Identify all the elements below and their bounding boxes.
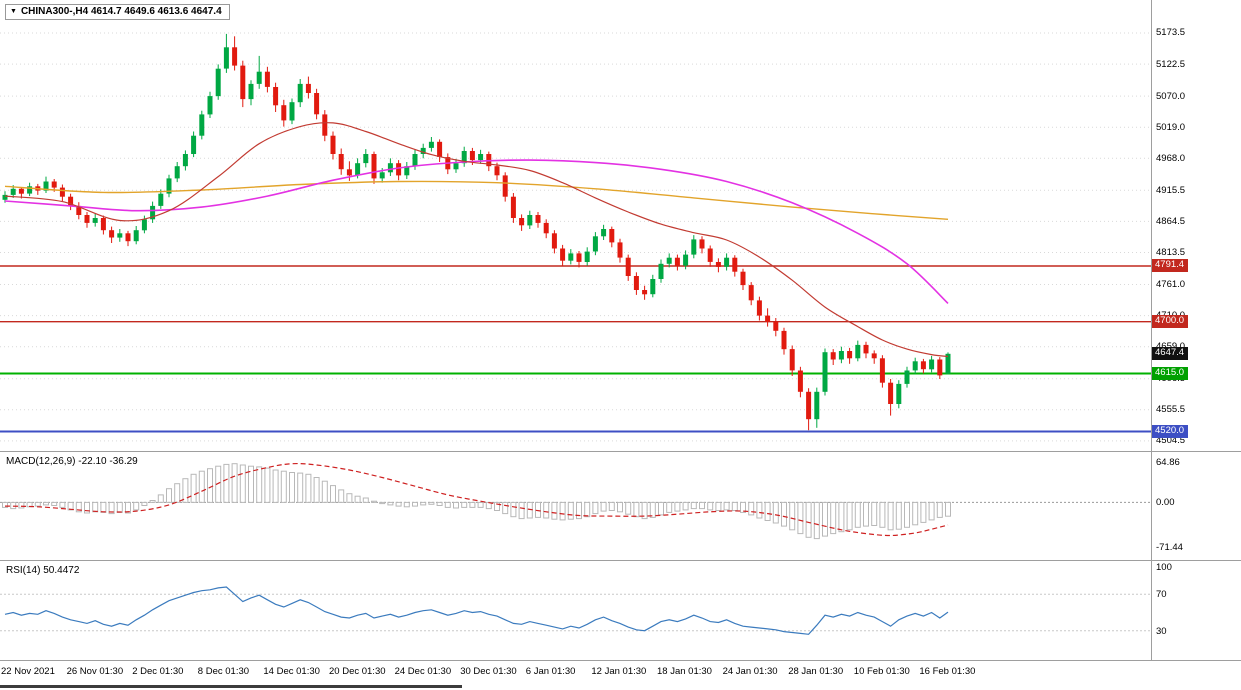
price-scale-label: 5122.5 <box>1156 58 1186 70</box>
macd-scale-label: -71.44 <box>1156 541 1183 553</box>
time-axis-label: 14 Dec 01:30 <box>263 666 320 677</box>
price-scale-label: 4504.5 <box>1156 435 1186 447</box>
price-scale-label: 4555.5 <box>1156 404 1186 416</box>
price-scale-separator <box>1151 0 1152 661</box>
panel-separator-macd-rsi[interactable] <box>0 560 1241 561</box>
price-scale-label: 4864.5 <box>1156 215 1186 227</box>
candles-series <box>2 33 951 431</box>
time-axis-label: 10 Feb 01:30 <box>853 666 910 677</box>
time-axis-label: 22 Nov 2021 <box>1 666 55 677</box>
rsi-scale-label: 30 <box>1156 625 1167 637</box>
rsi-panel-canvas[interactable] <box>0 561 1152 660</box>
rsi-indicator-label: RSI(14) 50.4472 <box>6 565 80 576</box>
price-tag-4791.4: 4791.4 <box>1152 259 1189 273</box>
time-axis-label: 6 Jan 01:30 <box>525 666 576 677</box>
panel-separator-rsi-axis <box>0 660 1241 661</box>
time-axis-label: 8 Dec 01:30 <box>197 666 250 677</box>
price-tag-4647.4: 4647.4 <box>1152 347 1189 361</box>
horizontal-scrollbar[interactable] <box>0 685 462 688</box>
price-tag-4700.0: 4700.0 <box>1152 315 1189 329</box>
price-scale-label: 4761.0 <box>1156 279 1186 290</box>
price-tag-4520.0: 4520.0 <box>1152 424 1189 438</box>
time-axis-label: 12 Jan 01:30 <box>591 666 647 677</box>
time-axis-label: 30 Dec 01:30 <box>460 666 517 677</box>
price-scale-label: 4813.5 <box>1156 247 1186 258</box>
horizontal-price-lines[interactable] <box>0 265 1152 433</box>
ma-mid-magenta <box>4 159 949 304</box>
macd-indicator-label: MACD(12,26,9) -22.10 -36.29 <box>6 456 138 467</box>
price-scale-label: 5019.0 <box>1156 121 1186 133</box>
time-axis-label: 18 Jan 01:30 <box>657 666 712 677</box>
time-axis-label: 26 Nov 01:30 <box>66 666 124 677</box>
rsi-scale-label: 70 <box>1156 589 1167 601</box>
chart-title-box: ▼ CHINA300-,H4 4614.7 4649.6 4613.6 4647… <box>5 4 230 20</box>
ma-slow-orange <box>4 180 949 220</box>
price-scale-label: 4968.0 <box>1156 152 1186 164</box>
time-axis-label: 24 Dec 01:30 <box>394 666 452 677</box>
panel-separator-main-macd[interactable] <box>0 451 1241 452</box>
macd-panel-canvas[interactable] <box>0 452 1152 560</box>
price-scale-label: 4659.0 <box>1156 341 1185 352</box>
price-scale-label: 5173.5 <box>1156 27 1186 39</box>
time-axis-label: 28 Jan 01:30 <box>788 666 844 677</box>
price-scale-label: 5070.0 <box>1156 90 1186 102</box>
chart-menu-icon[interactable]: ▼ <box>10 7 17 15</box>
ma-fast-red <box>4 122 949 358</box>
macd-histogram <box>2 463 951 540</box>
rsi-line <box>4 586 949 635</box>
main-chart-canvas[interactable] <box>0 0 1152 451</box>
time-axis-label: 2 Dec 01:30 <box>132 666 184 677</box>
macd-scale-label: 0.00 <box>1156 497 1175 509</box>
price-gridlines <box>0 32 1152 442</box>
rsi-scale-label: 100 <box>1156 562 1172 573</box>
time-axis-label: 24 Jan 01:30 <box>722 666 778 677</box>
time-axis-label: 16 Feb 01:30 <box>919 666 976 677</box>
macd-scale-label: 64.86 <box>1156 456 1180 468</box>
time-axis-label: 20 Dec 01:30 <box>329 666 386 677</box>
price-scale-label: 4915.5 <box>1156 184 1186 196</box>
price-tag-4615.0: 4615.0 <box>1152 367 1189 381</box>
chart-title: CHINA300-,H4 4614.7 4649.6 4613.6 4647.4 <box>20 6 222 17</box>
macd-signal-line <box>4 462 949 537</box>
